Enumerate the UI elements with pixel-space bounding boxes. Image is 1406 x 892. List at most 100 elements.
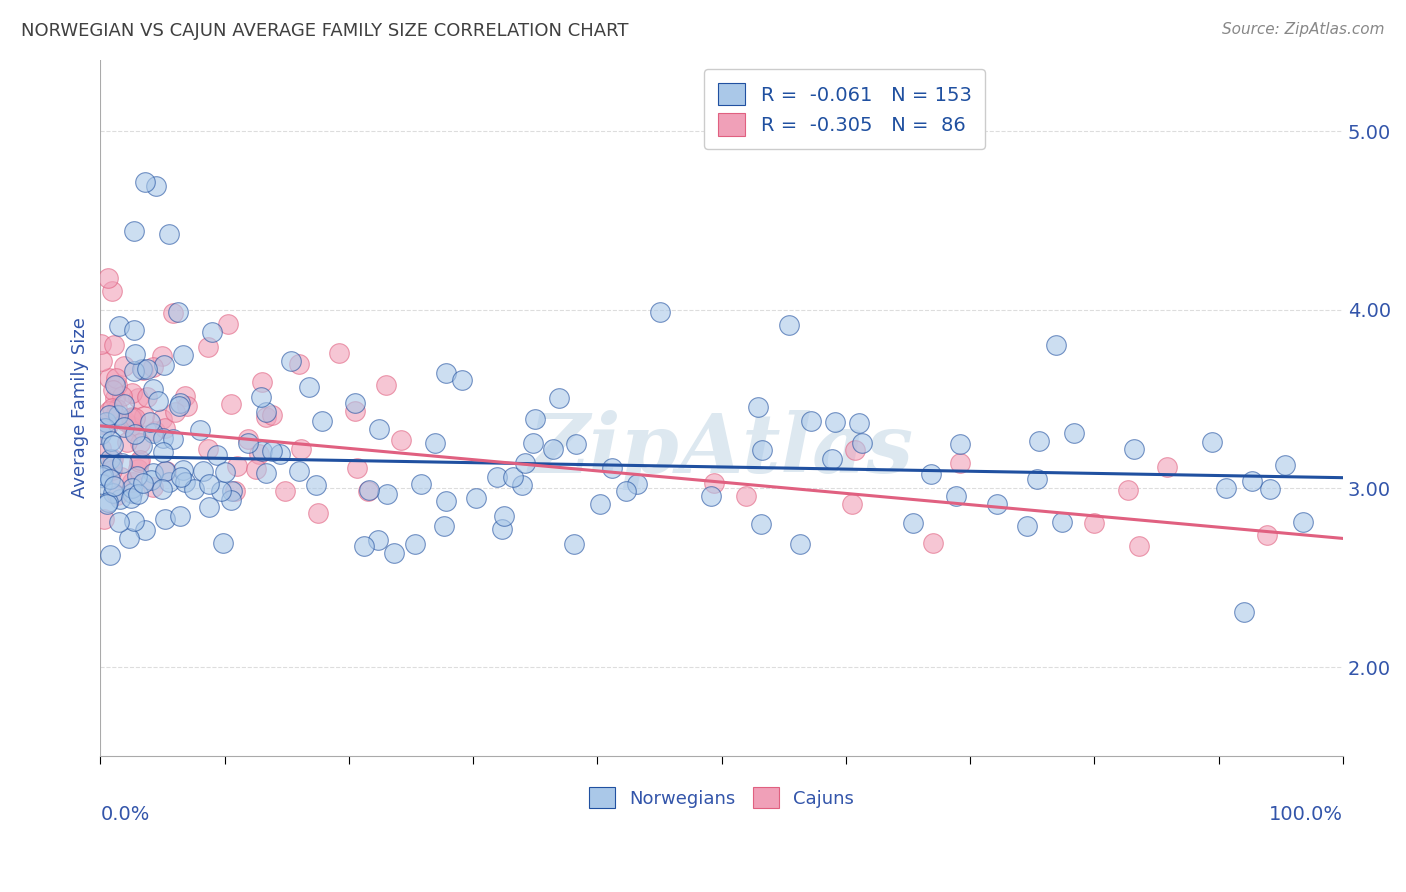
Point xyxy=(254,410,277,425)
Point xyxy=(1256,527,1278,541)
Point xyxy=(343,396,366,410)
Point xyxy=(136,362,159,376)
Point xyxy=(120,419,142,434)
Point xyxy=(375,487,398,501)
Point xyxy=(90,354,112,368)
Point xyxy=(250,444,273,458)
Point xyxy=(949,437,972,451)
Point xyxy=(122,514,145,528)
Point xyxy=(153,358,176,372)
Point xyxy=(269,447,291,461)
Point xyxy=(148,394,170,409)
Point xyxy=(100,459,122,474)
Point xyxy=(287,464,309,478)
Point xyxy=(616,484,638,499)
Point xyxy=(172,348,194,362)
Point xyxy=(198,476,221,491)
Point xyxy=(247,447,270,461)
Point xyxy=(150,482,173,496)
Point xyxy=(245,461,267,475)
Point xyxy=(751,442,773,457)
Point xyxy=(382,546,405,560)
Point xyxy=(152,431,174,445)
Point xyxy=(163,405,186,419)
Point xyxy=(108,492,131,507)
Point xyxy=(1156,459,1178,474)
Point xyxy=(221,483,243,498)
Point xyxy=(162,432,184,446)
Point xyxy=(118,531,141,545)
Point xyxy=(1258,482,1281,496)
Point xyxy=(824,415,846,429)
Point xyxy=(288,357,311,371)
Point xyxy=(96,497,118,511)
Point xyxy=(191,464,214,478)
Point xyxy=(491,522,513,536)
Point xyxy=(821,451,844,466)
Point xyxy=(1050,515,1073,529)
Point xyxy=(226,458,249,473)
Point xyxy=(547,392,569,406)
Point xyxy=(112,397,135,411)
Point xyxy=(236,435,259,450)
Point xyxy=(93,512,115,526)
Point xyxy=(298,380,321,394)
Point xyxy=(945,489,967,503)
Point xyxy=(183,482,205,496)
Point xyxy=(157,227,180,242)
Point xyxy=(848,416,870,430)
Point xyxy=(90,477,112,491)
Point xyxy=(841,497,863,511)
Point xyxy=(142,426,165,441)
Point xyxy=(105,488,128,502)
Point xyxy=(409,477,432,491)
Point xyxy=(127,487,149,501)
Point xyxy=(205,448,228,462)
Point xyxy=(127,462,149,476)
Point xyxy=(142,382,165,396)
Point xyxy=(1292,515,1315,529)
Point xyxy=(256,466,278,480)
Point xyxy=(789,537,811,551)
Point xyxy=(274,483,297,498)
Point xyxy=(134,409,156,424)
Point xyxy=(648,305,671,319)
Point xyxy=(368,422,391,436)
Point xyxy=(105,377,128,392)
Point xyxy=(90,337,112,351)
Point xyxy=(1028,434,1050,448)
Point xyxy=(122,364,145,378)
Point xyxy=(157,475,180,489)
Point xyxy=(451,373,474,387)
Point xyxy=(176,399,198,413)
Point xyxy=(103,338,125,352)
Point xyxy=(703,475,725,490)
Point xyxy=(921,536,943,550)
Point xyxy=(153,512,176,526)
Point xyxy=(174,475,197,489)
Text: Source: ZipAtlas.com: Source: ZipAtlas.com xyxy=(1222,22,1385,37)
Point xyxy=(734,490,756,504)
Point xyxy=(111,388,134,402)
Point xyxy=(169,508,191,523)
Point xyxy=(110,469,132,483)
Point xyxy=(129,453,152,467)
Point xyxy=(101,384,124,398)
Point xyxy=(1122,442,1144,456)
Point xyxy=(120,410,142,425)
Point xyxy=(101,452,124,467)
Point xyxy=(122,424,145,438)
Point xyxy=(375,377,398,392)
Point xyxy=(105,371,128,385)
Point xyxy=(423,435,446,450)
Point xyxy=(141,473,163,487)
Point xyxy=(101,486,124,500)
Point xyxy=(510,478,533,492)
Point xyxy=(250,390,273,404)
Point xyxy=(173,389,195,403)
Point xyxy=(100,434,122,448)
Point xyxy=(172,463,194,477)
Point xyxy=(209,484,232,499)
Point xyxy=(434,366,457,380)
Point xyxy=(434,493,457,508)
